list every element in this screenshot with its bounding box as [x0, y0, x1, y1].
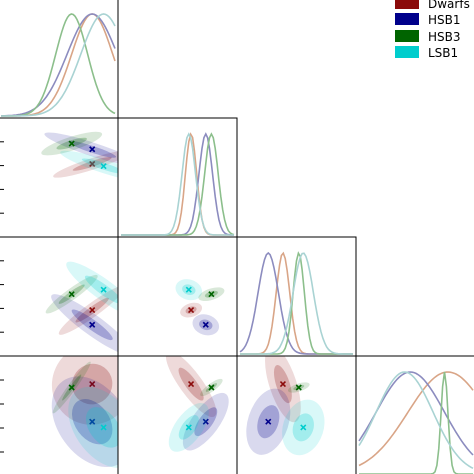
- legend-swatch-dwarfs: [395, 0, 419, 9]
- panel-2-0: [0, 236, 119, 357]
- density-curve-lsb1-1: [121, 132, 234, 236]
- best-fit-marker-hsb1-2-1: [202, 321, 209, 328]
- density-curve-hsb1-0: [0, 13, 116, 117]
- best-fit-marker-hsb3-3-0: [68, 384, 75, 391]
- best-fit-marker-lsb1-1-0: [100, 163, 107, 170]
- panel-frame-3-3: [355, 355, 474, 474]
- density-curve-dwarfs-1: [121, 132, 234, 236]
- panel-0-0: [0, 0, 119, 119]
- best-fit-marker-dwarfs-1-0: [89, 160, 96, 168]
- legend-entry-hsb3: HSB3: [395, 30, 461, 44]
- legend-label-hsb1: HSB1: [428, 13, 461, 27]
- legend-entry-lsb1: LSB1: [395, 46, 458, 60]
- panel-3-0: [0, 355, 119, 474]
- panel-2-1: [117, 236, 238, 357]
- panel-1-0: [0, 117, 119, 238]
- best-fit-marker-hsb1-2-0: [89, 321, 96, 328]
- best-fit-marker-lsb1-2-0: [100, 286, 107, 293]
- best-fit-marker-lsb1-3-0: [100, 424, 107, 431]
- best-fit-marker-dwarfs-2-1: [187, 306, 195, 314]
- legend-label-lsb1: LSB1: [428, 46, 458, 60]
- panel-3-1: [117, 355, 238, 474]
- panel-2-2: [236, 236, 357, 357]
- density-curve-dwarfs-0: [1, 13, 116, 117]
- legend-swatch-lsb1: [395, 46, 419, 58]
- best-fit-marker-hsb3-2-0: [68, 291, 75, 298]
- legend-entry-dwarfs: Dwarfs: [395, 0, 470, 11]
- density-curve-lsb1-2: [240, 252, 353, 355]
- density-curve-hsb1-1: [121, 132, 235, 236]
- legend: Dwarfs HSB1 HSB3 LSB1: [395, 0, 470, 60]
- best-fit-marker-dwarfs-2-0: [89, 306, 96, 314]
- legend-swatch-hsb3: [395, 30, 419, 42]
- best-fit-marker-dwarfs-3-2: [279, 381, 287, 388]
- best-fit-marker-hsb3-3-2: [295, 384, 302, 391]
- best-fit-marker-lsb1-3-2: [300, 424, 307, 431]
- best-fit-marker-hsb1-3-0: [89, 418, 96, 425]
- density-curve-hsb3-3: [359, 371, 473, 474]
- best-fit-marker-dwarfs-3-1: [187, 381, 195, 388]
- legend-swatch-hsb1: [395, 13, 419, 25]
- legend-entry-hsb1: HSB1: [395, 13, 461, 27]
- best-fit-marker-hsb1-1-0: [89, 146, 96, 153]
- legend-label-hsb3: HSB3: [428, 30, 461, 44]
- density-curve-hsb3-0: [1, 13, 116, 117]
- density-curve-lsb1-3: [358, 371, 474, 470]
- best-fit-marker-dwarfs-3-0: [89, 381, 96, 388]
- best-fit-marker-hsb1-3-2: [265, 418, 272, 425]
- best-fit-marker-hsb3-3-1: [208, 384, 215, 391]
- density-curve-dwarfs-3: [358, 371, 474, 467]
- best-fit-marker-hsb3-1-0: [68, 140, 75, 147]
- panel-1-1: [117, 117, 238, 238]
- density-curve-hsb3-1: [121, 132, 235, 236]
- best-fit-marker-hsb3-2-1: [208, 291, 215, 298]
- panel-3-3: [355, 355, 474, 474]
- legend-label-dwarfs: Dwarfs: [428, 0, 470, 11]
- best-fit-marker-lsb1-3-1: [185, 424, 192, 431]
- density-curve-lsb1-0: [1, 13, 116, 117]
- best-fit-marker-lsb1-2-1: [185, 286, 192, 293]
- panel-3-2: [236, 355, 357, 474]
- best-fit-marker-hsb1-3-1: [202, 418, 209, 425]
